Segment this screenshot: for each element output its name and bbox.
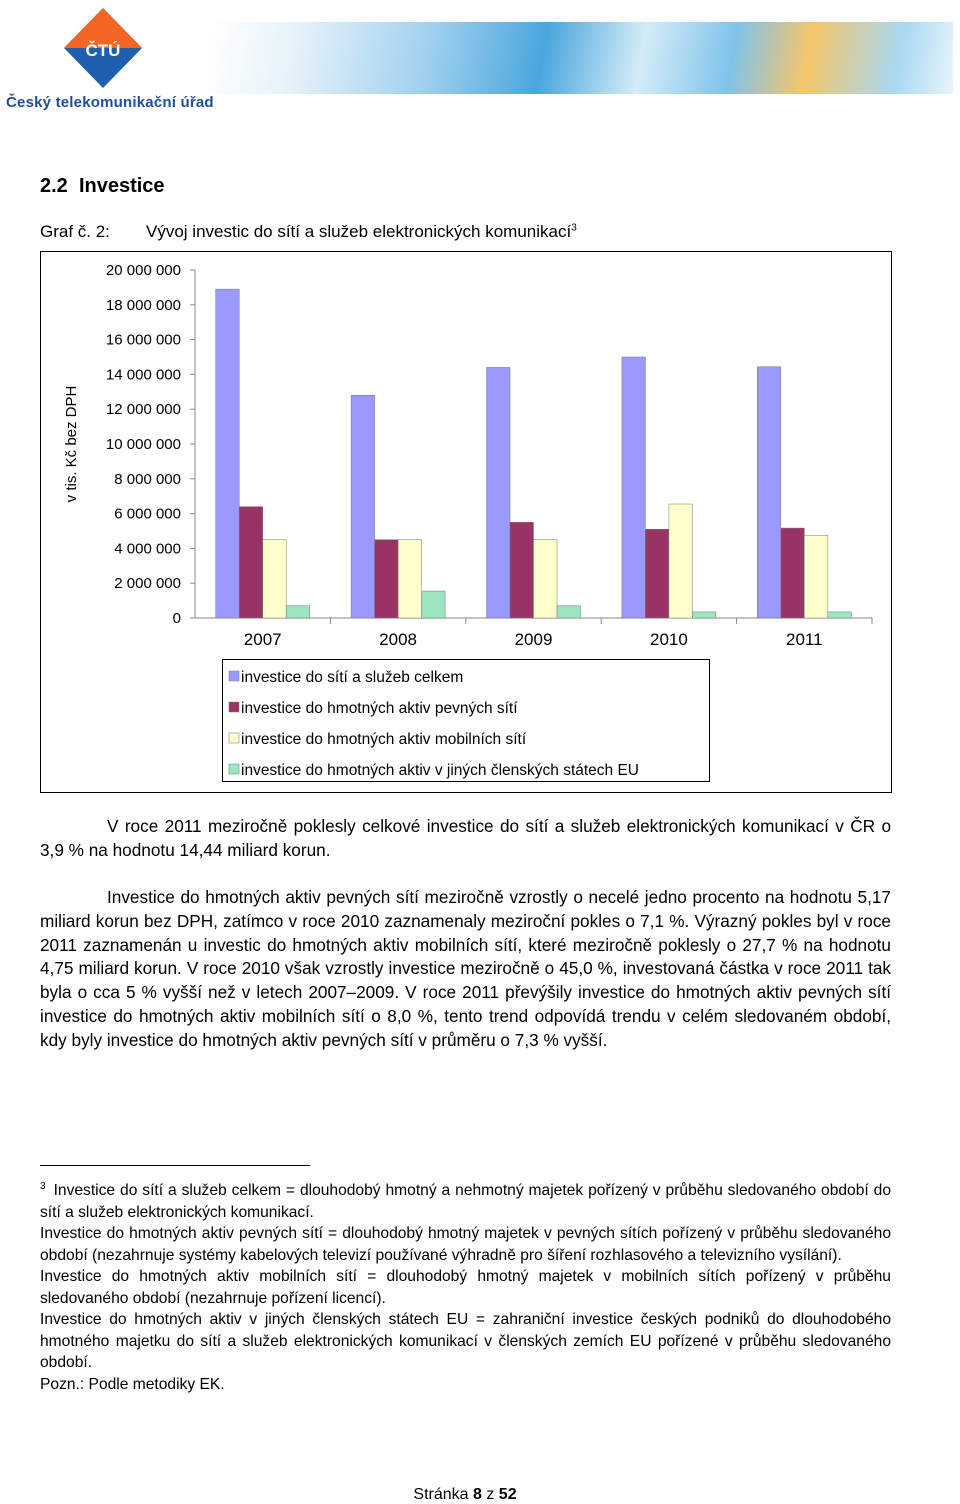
legend-frame xyxy=(222,659,710,782)
x-tick-label: 2010 xyxy=(650,630,688,649)
y-tick-label: 4 000 000 xyxy=(114,540,181,557)
bar xyxy=(692,611,717,619)
figure-label: Graf č. 2: xyxy=(40,222,110,241)
section-number: 2.2 xyxy=(40,175,68,197)
footnote: 3 Investice do sítí a služeb celkem = dlo… xyxy=(40,1176,891,1223)
y-tick-label: 8 000 000 xyxy=(114,471,181,488)
bar xyxy=(780,527,805,619)
figure-caption: Graf č. 2: Vývoj investic do sítí a služe… xyxy=(40,222,577,242)
y-tick-label: 16 000 000 xyxy=(106,332,181,349)
page-number: 8 xyxy=(472,1486,482,1503)
y-tick-label: 6 000 000 xyxy=(114,506,181,523)
footnote-number: 3 xyxy=(40,1181,46,1192)
footnote: Investice do hmotných aktiv v jiných čle… xyxy=(40,1311,891,1372)
bar xyxy=(509,522,534,619)
footnote: Investice do hmotných aktiv pevných sítí… xyxy=(40,1225,891,1264)
banner xyxy=(208,22,953,94)
x-tick-label: 2009 xyxy=(515,630,553,649)
y-tick-label: 2 000 000 xyxy=(114,575,181,592)
bar xyxy=(215,288,240,619)
page-of: z xyxy=(486,1486,495,1503)
y-axis-label: v tis. Kč bez DPH xyxy=(63,386,80,503)
bar xyxy=(757,366,782,619)
page-footer: Stránka 8 z 52 xyxy=(0,1486,930,1504)
footnote-rule xyxy=(40,1165,310,1166)
logo: ČTÚ xyxy=(64,8,142,88)
bar xyxy=(804,535,829,619)
bar xyxy=(645,529,670,619)
footnote: Pozn.: Podle metodiky EK. xyxy=(40,1375,225,1393)
figure-caption-text: Vývoj investic do sítí a služeb elektron… xyxy=(146,222,572,241)
bar xyxy=(556,605,581,619)
x-tick-label: 2008 xyxy=(379,630,417,649)
legend-swatch xyxy=(228,670,240,682)
bar xyxy=(621,356,646,619)
caption-wrap: Vývoj investic do sítí a služeb elektron… xyxy=(146,222,577,242)
y-tick-label: 10 000 000 xyxy=(106,436,181,453)
legend-label: investice do hmotných aktiv pevných sítí xyxy=(241,700,518,717)
x-tick-label: 2011 xyxy=(786,630,823,649)
bar xyxy=(421,590,446,619)
legend-label: investice do hmotných aktiv v jiných čle… xyxy=(241,762,639,779)
y-tick-label: 20 000 000 xyxy=(106,262,181,279)
bar xyxy=(285,605,310,619)
paragraph: V roce 2011 meziročně poklesly celkové i… xyxy=(40,816,891,860)
bar xyxy=(486,367,511,619)
bar xyxy=(533,539,558,619)
section-heading: 2.2 Investice xyxy=(40,175,165,198)
page-label: Stránka xyxy=(413,1486,469,1503)
legend-swatch xyxy=(228,732,240,744)
bar xyxy=(668,503,693,619)
y-tick-label: 0 xyxy=(173,610,181,627)
legend-label: investice do sítí a služeb celkem xyxy=(241,669,463,686)
legend-swatch xyxy=(228,701,240,713)
logo-top xyxy=(64,8,142,48)
page-total: 52 xyxy=(498,1486,517,1503)
section-title: Investice xyxy=(78,175,165,197)
footnote-text: Investice do sítí a služeb celkem = dlou… xyxy=(40,1182,891,1221)
x-tick-label: 2007 xyxy=(244,630,282,649)
legend-swatch xyxy=(228,763,240,775)
bar xyxy=(397,539,422,619)
organization: Český telekomunikační úřad xyxy=(6,94,214,111)
y-tick-label: 14 000 000 xyxy=(106,366,181,383)
bar xyxy=(262,539,287,619)
footnote: Investice do hmotných aktiv mobilních sí… xyxy=(40,1268,891,1307)
footnote-ref: 3 xyxy=(571,222,577,234)
y-tick-label: 12 000 000 xyxy=(106,401,181,418)
bar xyxy=(238,506,263,619)
bar xyxy=(827,611,852,619)
paragraph: Investice do hmotných aktiv pevných sítí… xyxy=(40,887,891,1050)
chart: v tis. Kč bez DPH 0 2 000 000 4 000 000 6 0… xyxy=(40,251,892,793)
logo-text: ČTÚ xyxy=(86,41,121,60)
legend-label: investice do hmotných aktiv mobilních sí… xyxy=(241,731,527,748)
bar xyxy=(374,539,399,619)
bar xyxy=(350,395,375,619)
y-tick-label: 18 000 000 xyxy=(106,297,181,314)
footnotes: 3 Investice do sítí a služeb celkem = dlo… xyxy=(40,1176,891,1395)
